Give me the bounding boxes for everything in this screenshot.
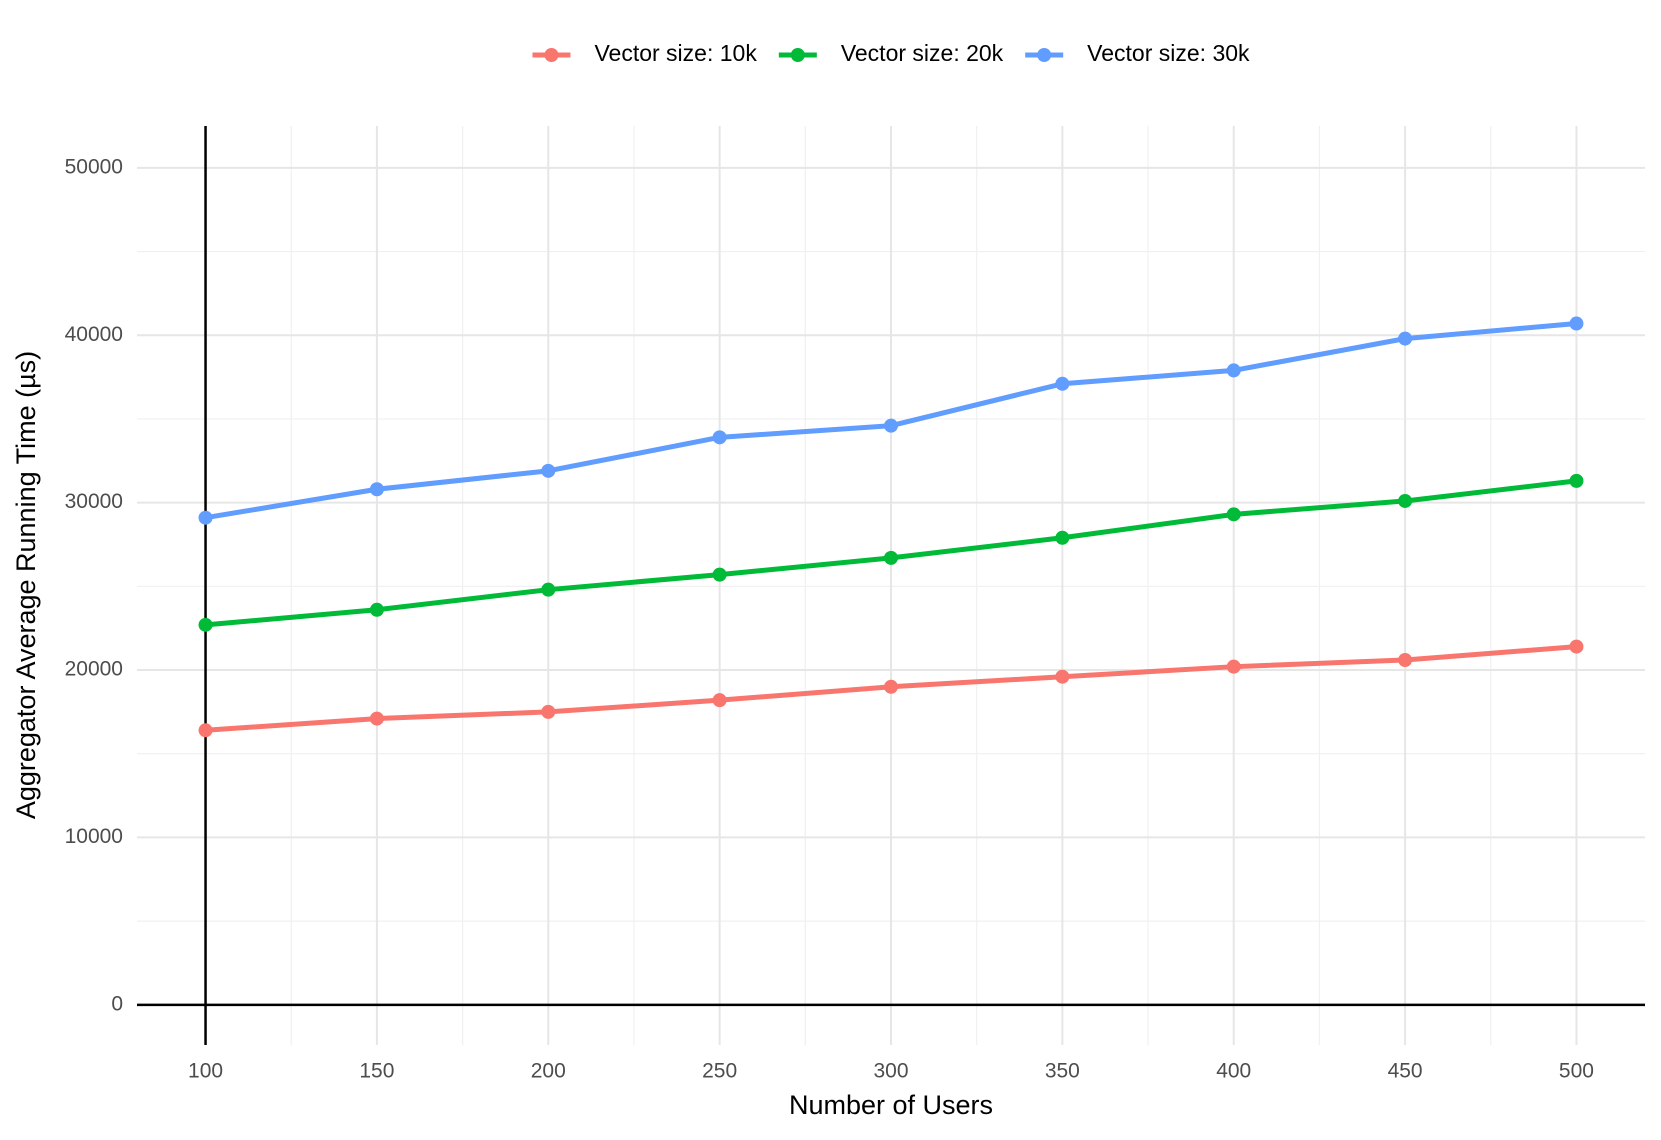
point [884, 679, 898, 694]
x-tick-label: 200 [531, 1060, 566, 1083]
point [1398, 493, 1413, 508]
point [1569, 316, 1584, 331]
legend-key-point [544, 48, 559, 62]
x-tick-label: 250 [702, 1060, 737, 1083]
point [1055, 376, 1070, 391]
point [541, 704, 556, 719]
legend-item: Vector size: 10k [532, 40, 757, 66]
x-tick-label: 350 [1045, 1060, 1080, 1083]
legend-label: Vector size: 10k [594, 40, 757, 66]
legend-key-point [790, 48, 805, 62]
legend-item: Vector size: 20k [778, 40, 1004, 66]
point [1226, 363, 1241, 378]
y-tick-label: 0 [111, 992, 123, 1015]
legend-label: Vector size: 20k [841, 40, 1004, 66]
point [884, 418, 898, 433]
point [1569, 639, 1584, 654]
point [369, 602, 384, 617]
x-tick-label: 400 [1216, 1060, 1251, 1083]
x-tick-label: 150 [359, 1060, 394, 1083]
x-tick-label: 300 [873, 1060, 908, 1083]
point [712, 567, 727, 582]
point [198, 617, 213, 632]
point [1569, 473, 1584, 488]
point [198, 510, 213, 525]
x-tick-label: 100 [188, 1060, 223, 1083]
point [369, 482, 384, 497]
x-tick-label: 450 [1388, 1060, 1423, 1083]
point [1055, 669, 1070, 684]
point [1398, 331, 1413, 346]
y-tick-label: 30000 [65, 490, 123, 513]
y-tick-label: 20000 [65, 658, 123, 681]
point [369, 711, 384, 726]
y-tick-label: 40000 [65, 323, 123, 346]
legend-label: Vector size: 30k [1087, 40, 1250, 66]
point [198, 723, 213, 738]
point [712, 693, 727, 708]
legend-item: Vector size: 30k [1025, 40, 1250, 66]
x-tick-label: 500 [1559, 1060, 1594, 1083]
legend-key-point [1037, 48, 1052, 62]
x-axis-title: Number of Users [789, 1090, 993, 1120]
point [541, 463, 556, 478]
point [541, 582, 556, 597]
point [712, 430, 727, 445]
y-axis-title: Aggregator Average Running Time (µs) [11, 351, 41, 819]
point [1398, 652, 1413, 667]
point [1226, 507, 1241, 522]
y-tick-label: 10000 [65, 825, 123, 848]
point [884, 550, 898, 565]
point [1055, 530, 1070, 545]
y-tick-label: 50000 [65, 155, 123, 178]
point [1226, 659, 1241, 674]
